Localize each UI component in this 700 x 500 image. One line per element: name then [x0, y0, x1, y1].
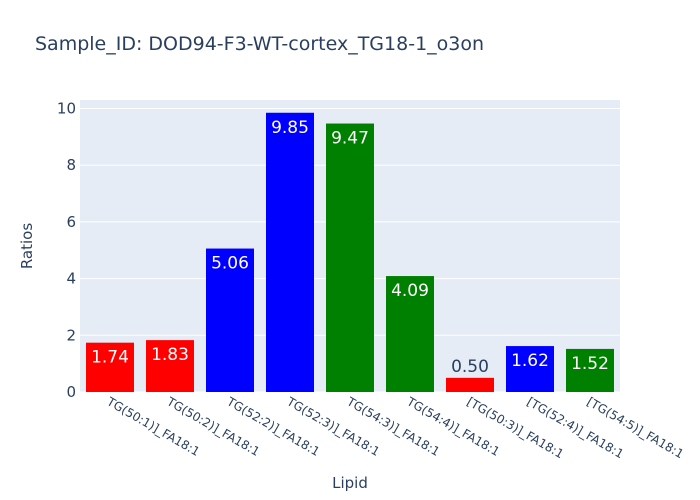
y-tick-label: 6: [66, 213, 76, 231]
x-tick-label: [TG(50:3)]_FA18:1: [465, 394, 567, 461]
bar: [386, 276, 434, 392]
y-tick-label: 0: [66, 383, 76, 401]
bar-value-label: 9.85: [271, 118, 309, 138]
chart-title: Sample_ID: DOD94-F3-WT-cortex_TG18-1_o3o…: [35, 33, 484, 55]
y-axis-title: Ratios: [18, 223, 36, 270]
y-axis-ticks: 0 2 4 6 8 10: [57, 100, 76, 401]
bar-value-label: 9.47: [331, 129, 369, 149]
x-axis-ticks: TG(50:1)]_FA18:1TG(50:2)]_FA18:1TG(52:2)…: [104, 394, 686, 461]
bar: [86, 342, 134, 392]
bar-value-label: 1.62: [511, 351, 549, 371]
y-tick-label: 8: [66, 156, 76, 174]
bar-value-label: 1.52: [571, 354, 609, 374]
x-axis-title: Lipid: [332, 474, 368, 492]
bar-value-label: 1.74: [91, 348, 129, 368]
bar: [506, 346, 554, 392]
bar: [446, 377, 494, 392]
bar-labels: 1.74 1.83 5.06 9.85 9.47 4.09 0.50 1.62 1.52: [91, 118, 609, 377]
bar-value-label: 0.50: [451, 357, 489, 377]
bars: [86, 112, 614, 393]
bar: [206, 248, 254, 392]
bar-value-label: 1.83: [151, 345, 189, 365]
bar-value-label: 4.09: [391, 281, 429, 301]
x-tick-label: [TG(52:4)]_FA18:1: [525, 394, 627, 461]
bar: [266, 112, 314, 393]
bar: [146, 340, 194, 392]
y-tick-label: 2: [66, 326, 76, 344]
y-tick-label: 4: [66, 270, 76, 288]
y-tick-label: 10: [57, 100, 76, 118]
bar: [566, 348, 614, 392]
bar-value-label: 5.06: [211, 254, 249, 274]
bar: [326, 123, 374, 393]
x-tick-label: [TG(54:5)]_FA18:1: [585, 394, 687, 461]
